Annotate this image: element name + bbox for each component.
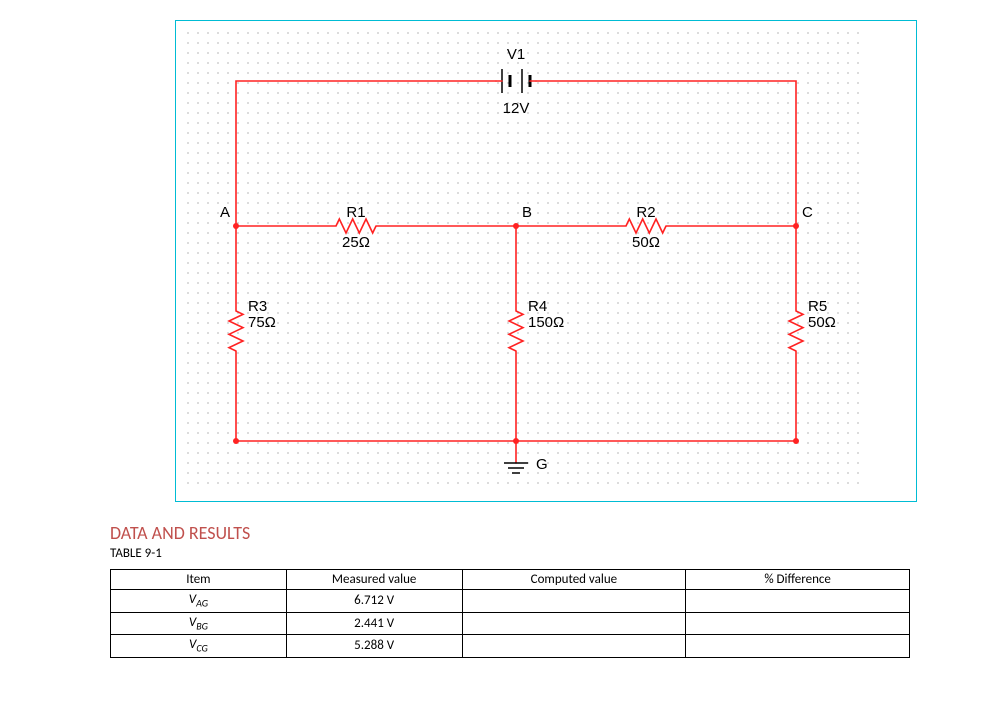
label: R5 bbox=[808, 298, 827, 315]
label: A bbox=[220, 204, 230, 221]
label: 75Ω bbox=[248, 314, 276, 331]
item-cell: VBG bbox=[111, 612, 287, 635]
table-row: VCG5.288 V bbox=[111, 635, 910, 658]
label: G bbox=[536, 456, 548, 473]
label: 50Ω bbox=[632, 234, 660, 251]
diff-cell bbox=[686, 635, 910, 658]
col-header: Measured value bbox=[286, 570, 462, 590]
table-caption: TABLE 9-1 bbox=[110, 546, 1007, 561]
section-title: DATA AND RESULTS bbox=[110, 522, 1007, 544]
label: 12V bbox=[503, 100, 530, 117]
label: B bbox=[522, 204, 532, 221]
computed-cell bbox=[462, 612, 686, 635]
results-table: ItemMeasured valueComputed value% Differ… bbox=[110, 569, 910, 658]
label: V1 bbox=[507, 46, 525, 63]
item-cell: VAG bbox=[111, 590, 287, 613]
label: R3 bbox=[248, 298, 267, 315]
table-row: VBG2.441 V bbox=[111, 612, 910, 635]
measured-cell: 5.288 V bbox=[286, 635, 462, 658]
col-header: Item bbox=[111, 570, 287, 590]
label: R4 bbox=[528, 298, 547, 315]
label: C bbox=[802, 204, 813, 221]
circuit-svg: V112VABCR125ΩR250ΩR375ΩR4150ΩR550ΩG bbox=[176, 21, 876, 501]
label: 25Ω bbox=[342, 234, 370, 251]
table-row: VAG6.712 V bbox=[111, 590, 910, 613]
item-cell: VCG bbox=[111, 635, 287, 658]
label: R1 bbox=[346, 204, 365, 221]
label: R2 bbox=[636, 204, 655, 221]
col-header: % Difference bbox=[686, 570, 910, 590]
computed-cell bbox=[462, 635, 686, 658]
circuit-container: V112VABCR125ΩR250ΩR375ΩR4150ΩR550ΩG bbox=[175, 20, 917, 502]
diff-cell bbox=[686, 590, 910, 613]
measured-cell: 2.441 V bbox=[286, 612, 462, 635]
diff-cell bbox=[686, 612, 910, 635]
col-header: Computed value bbox=[462, 570, 686, 590]
label: 50Ω bbox=[808, 314, 836, 331]
label: 150Ω bbox=[528, 314, 564, 331]
computed-cell bbox=[462, 590, 686, 613]
measured-cell: 6.712 V bbox=[286, 590, 462, 613]
